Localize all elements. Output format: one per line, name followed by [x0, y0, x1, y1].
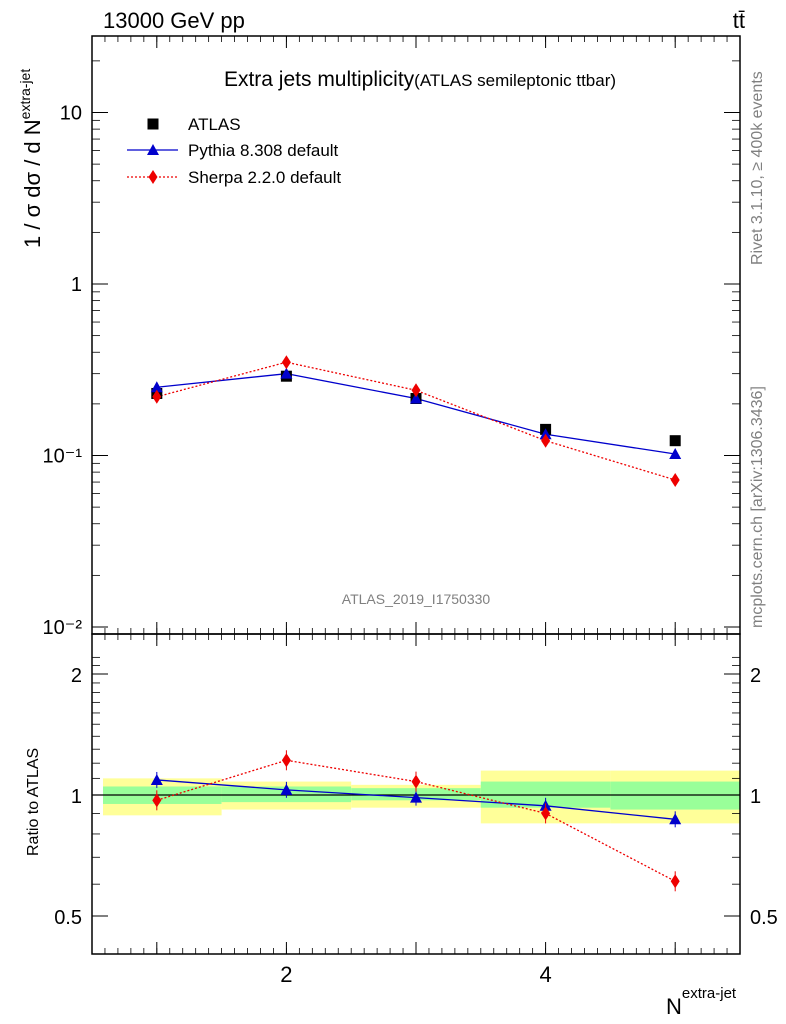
y-tick-label: 10⁻¹ [43, 446, 83, 468]
data-point [152, 389, 162, 404]
ratio-point-pythia [410, 791, 422, 803]
mcplots-label: mcplots.cern.ch [arXiv:1306.3436] [749, 386, 766, 628]
ratio-point-sherpa [281, 753, 291, 768]
legend-marker [147, 144, 159, 155]
ratio-plot-frame [91, 633, 741, 955]
x-axis-label-sup: extra-jet [682, 985, 737, 1002]
analysis-id: ATLAS_2019_I1750330 [342, 591, 491, 607]
ratio-tick-label-right: 0.5 [750, 907, 778, 929]
y-axis-label-sup: extra-jet [17, 69, 33, 120]
ratio-point-sherpa [152, 793, 162, 808]
process-label: 13000 GeV pp [103, 8, 245, 33]
data-point [150, 381, 163, 393]
data-point [410, 392, 422, 404]
data-point [669, 448, 682, 460]
data-point [670, 472, 680, 487]
ratio-point-pythia [280, 783, 293, 795]
y-axis-label-main: 1 / σ dσ / d N [20, 119, 45, 248]
rivet-label: Rivet 3.1.10, ≥ 400k events [749, 71, 766, 265]
chart-title: Extra jets multiplicity(ATLAS semilepton… [224, 68, 616, 91]
y-tick-label: 10⁻² [43, 617, 83, 639]
ratio-point-pythia [669, 813, 682, 825]
legend-marker [147, 118, 159, 130]
title-main: Extra jets multiplicity [224, 68, 415, 91]
ratio-tick-label-right: 2 [750, 665, 761, 687]
data-point [280, 367, 293, 379]
ratio-tick-label-left: 1 [71, 786, 82, 808]
ratio-series-markers [150, 750, 682, 892]
ratio-line-sherpa [156, 759, 676, 882]
legend: ATLAS Pythia 8.308 default Sherpa 2.2.0 de… [127, 115, 341, 187]
main-series-markers [150, 355, 682, 487]
main-axis-ticks: 10⁻² 10⁻¹ 1 10 [43, 36, 740, 639]
main-series-lines [156, 361, 676, 481]
legend-marker [148, 170, 158, 184]
ratio-point-sherpa [541, 806, 551, 821]
data-point [411, 383, 421, 398]
legend-label: Pythia 8.308 default [188, 141, 339, 160]
ratio-tick-label-left: 0.5 [54, 907, 82, 929]
legend-label: ATLAS [188, 115, 241, 134]
ratio-point-sherpa [411, 774, 421, 789]
final-state-tag: tt̄ [733, 8, 745, 33]
x-tick-label: 2 [280, 962, 292, 987]
ratio-tick-label-left: 2 [71, 665, 82, 687]
x-axis-label-main: N [666, 994, 682, 1019]
ratio-axis-label: Ratio to ATLAS [25, 748, 42, 856]
ratio-tick-label-right: 1 [750, 786, 761, 808]
ratio-point-pythia [150, 773, 163, 785]
y-tick-label: 10 [60, 103, 82, 125]
y-tick-label: 1 [71, 274, 82, 296]
y-axis-label: 1 / σ dσ / d Nextra-jet [17, 69, 45, 248]
data-point [541, 433, 551, 448]
series-line [156, 361, 676, 481]
title-sub: (ATLAS semileptonic ttbar) [414, 71, 616, 90]
data-point [669, 435, 681, 447]
ratio-axis-ticks: 2 4 0.5 0.5 1 1 2 2 [54, 634, 778, 987]
x-axis-label: Nextra-jet [666, 985, 737, 1019]
ratio-point-sherpa [670, 874, 680, 889]
data-point [281, 355, 291, 370]
x-tick-label: 4 [539, 962, 551, 987]
legend-label: Sherpa 2.2.0 default [188, 168, 341, 187]
